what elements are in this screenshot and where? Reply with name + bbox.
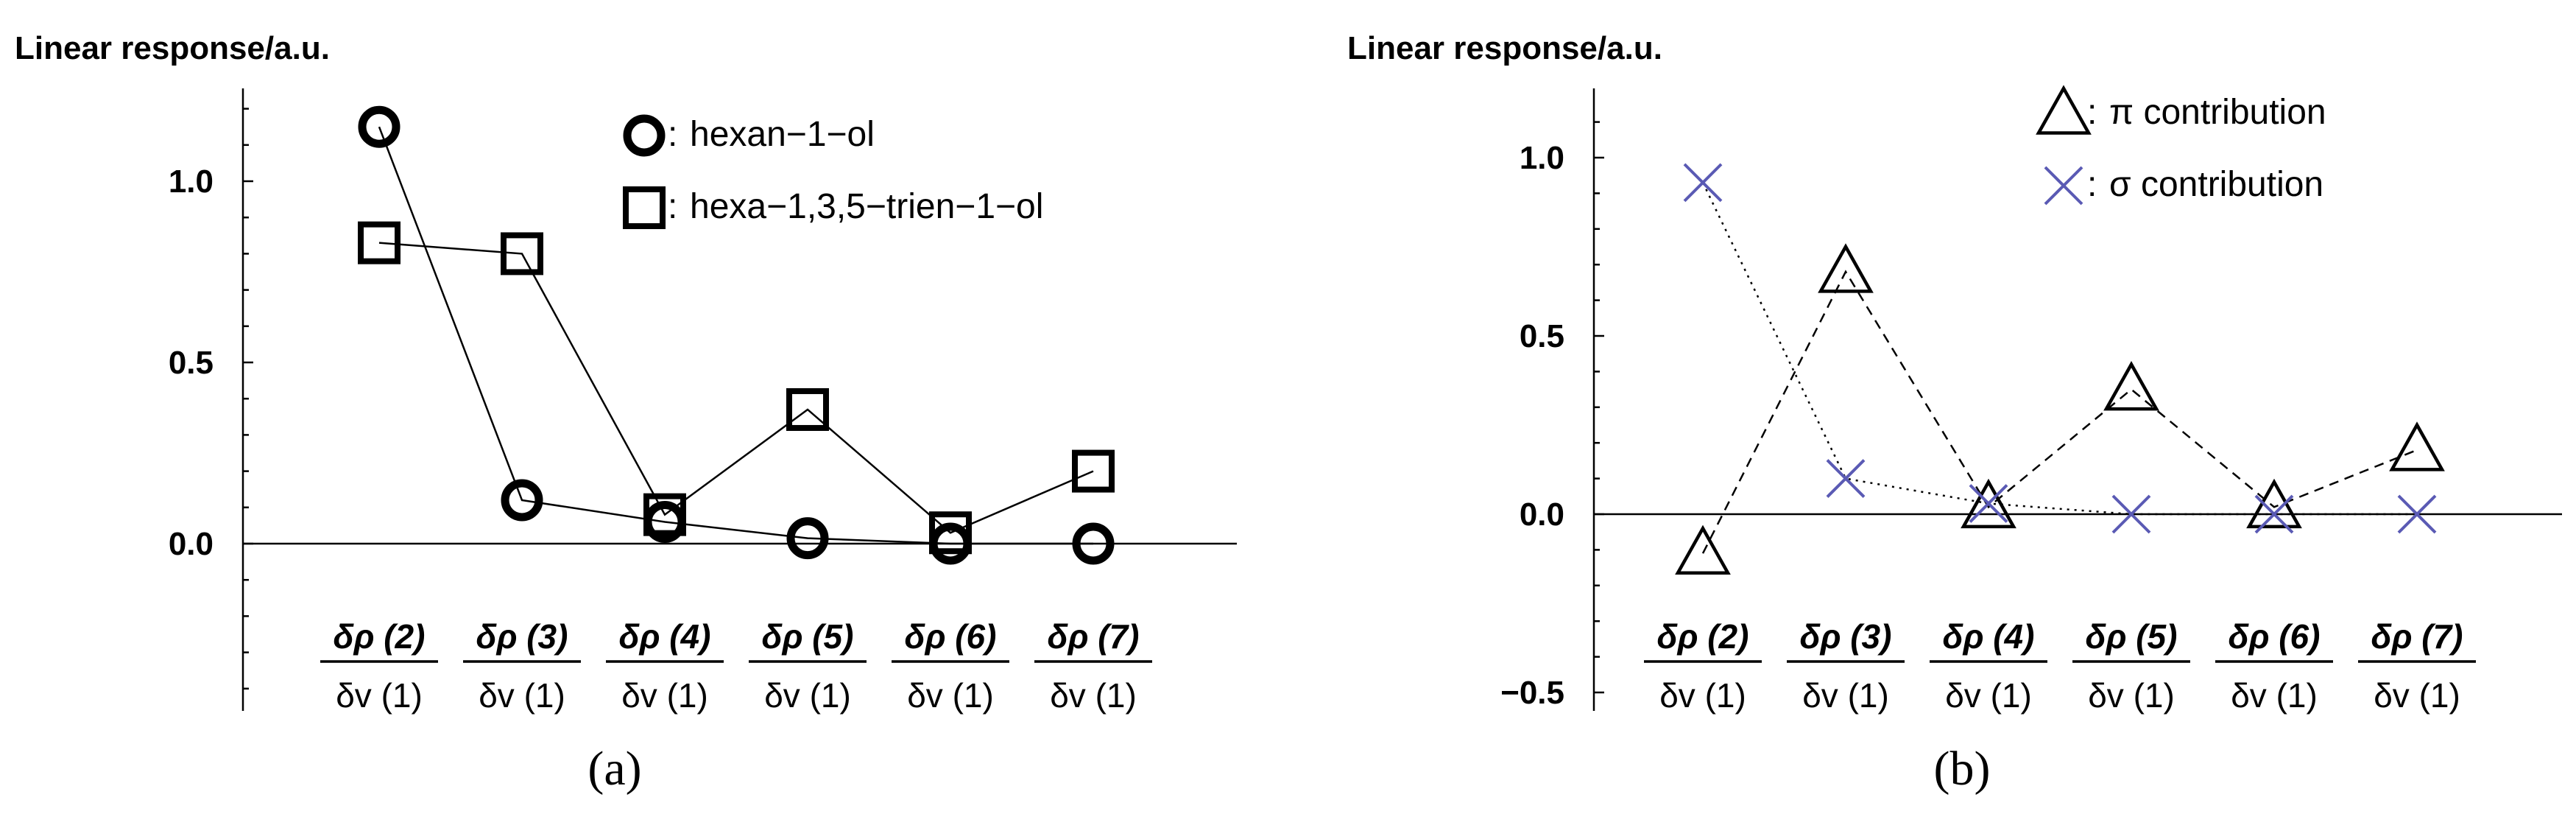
panel-b-category-denominator: δv (1) (2231, 676, 2318, 715)
panel-a-category-numerator: δρ (6) (905, 617, 997, 656)
panel-a-series-1-point (501, 479, 543, 522)
panel-a-category-denominator: δv (1) (907, 676, 994, 715)
panel-b-legend-marker-2 (2044, 166, 2083, 206)
panel-b-series-1-point (1675, 524, 1731, 575)
panel-a-series-2-point (501, 232, 543, 276)
panel-b-legend-marker-1 (2036, 85, 2092, 135)
panel-b-category-numerator: δρ (5) (2086, 617, 2178, 656)
panel-a-category-numerator: δρ (7) (1048, 617, 1140, 656)
panel-b-series-2-point (1826, 459, 1866, 499)
panel-a-category-denominator: δv (1) (764, 676, 851, 715)
panel-b-series-2-point-stroke-b (2111, 494, 2151, 534)
panel-b-series-1-line (1701, 270, 2418, 554)
panel-a-category-numerator: δρ (4) (619, 617, 711, 656)
panel-b-series-2-point (2397, 494, 2437, 534)
panel-a-y-tick-label: 0.5 (169, 345, 214, 381)
panel-a-series-2-point (929, 511, 972, 555)
panel-b-legend-separator: : (2087, 165, 2097, 204)
panel-b-series-2-point-stroke-b (1683, 163, 1723, 203)
panel-b-category-numerator: δρ (2) (1657, 617, 1749, 656)
panel-a-y-tick-label: 1.0 (169, 164, 214, 200)
panel-b-series-1-point (2103, 361, 2159, 411)
panel-a-legend-separator: : (668, 187, 677, 226)
panel-b-legend-label-1: π contribution (2109, 93, 2326, 132)
panel-b-series-2-point (2254, 494, 2294, 534)
panel-a-legend-marker-2 (623, 186, 666, 229)
panel-b-category-denominator: δv (1) (1659, 676, 1746, 715)
panel-a-series-2-point (358, 221, 400, 264)
panel-a-series-1-point (358, 105, 400, 148)
panel-b-legend-marker-2-stroke-b (2044, 166, 2083, 206)
panel-b-y-tick-label: 0.0 (1520, 497, 1564, 533)
panel-a-series-2-point (786, 387, 829, 431)
panel-a-legend-label-2: hexa−1,3,5−trien−1−ol (690, 187, 1043, 226)
panel-b-series-2-point-stroke-b (1826, 459, 1866, 499)
panel-b-y-tick-label: −0.5 (1500, 675, 1564, 711)
panel-a-legend-separator: : (668, 115, 677, 154)
panel-a-series-2-point (1072, 449, 1115, 493)
panel-b-category-numerator: δρ (6) (2229, 617, 2321, 656)
panel-a-y-tick-label: 0.0 (169, 526, 214, 562)
panel-b-series-2-point (2111, 494, 2151, 534)
panel-b-legend-separator: : (2087, 93, 2097, 132)
panel-b-series-1-point (1961, 478, 2016, 529)
panel-b-series-1-point (2246, 478, 2302, 529)
panel-b-legend-label-2: σ contribution (2109, 165, 2323, 204)
panel-b-series-2-line (1701, 182, 2417, 516)
panel-b-category-denominator: δv (1) (2088, 676, 2175, 715)
panel-b-series-2-point-stroke-b (1969, 484, 2008, 523)
panel-b-series-2-point-stroke-b (2254, 494, 2294, 534)
panel-b-series-1-point (1818, 243, 1874, 293)
panel-a-series-1-line (378, 126, 1093, 545)
panel-b-y-axis-label: Linear response/a.u. (1347, 30, 1662, 66)
panel-a-category-numerator: δρ (2) (334, 617, 426, 656)
panel-a-category-numerator: δρ (3) (476, 617, 568, 656)
panel-b-category-numerator: δρ (7) (2371, 617, 2463, 656)
panel-a-legend-label-1: hexan−1−ol (690, 115, 875, 154)
panel-a-label: (a) (587, 742, 641, 796)
panel-a-category-numerator: δρ (5) (762, 617, 854, 656)
panel-b-chart: Linear response/a.u. −0.5 0.0 0.5 1.0 δρ (2) δ… (1347, 30, 2562, 796)
panel-a-category-denominator: δv (1) (479, 676, 565, 715)
panel-b-category-denominator: δv (1) (2374, 676, 2460, 715)
panel-a-legend-marker-1 (623, 114, 666, 157)
panel-a-category-denominator: δv (1) (1050, 676, 1137, 715)
panel-b-series-2-point-stroke-b (2397, 494, 2437, 534)
panel-a-series-2-point (643, 493, 686, 536)
panel-b-category-numerator: δρ (4) (1943, 617, 2035, 656)
panel-b-category-denominator: δv (1) (1802, 676, 1889, 715)
panel-b-series-2-point (1683, 163, 1723, 203)
panel-b-label: (b) (1934, 742, 1991, 796)
panel-b-series-2-point (1969, 484, 2008, 523)
panel-b-y-tick-label: 0.5 (1520, 318, 1564, 354)
panel-b-series-1-point (2389, 421, 2445, 471)
panel-b-y-tick-label: 1.0 (1520, 140, 1564, 176)
panel-a-category-denominator: δv (1) (621, 676, 708, 715)
panel-a-series-1-point (1072, 522, 1115, 565)
panel-a-series-1-point (786, 517, 829, 560)
panel-b-category-numerator: δρ (3) (1800, 617, 1892, 656)
panel-a-y-axis-label: Linear response/a.u. (15, 30, 330, 66)
panel-a-series-2-line (378, 242, 1094, 534)
panel-a-chart: Linear response/a.u. 0.0 0.5 1.0 δρ (2) δv (1… (15, 30, 1237, 796)
panel-a-category-denominator: δv (1) (336, 676, 423, 715)
panel-b-category-denominator: δv (1) (1945, 676, 2032, 715)
